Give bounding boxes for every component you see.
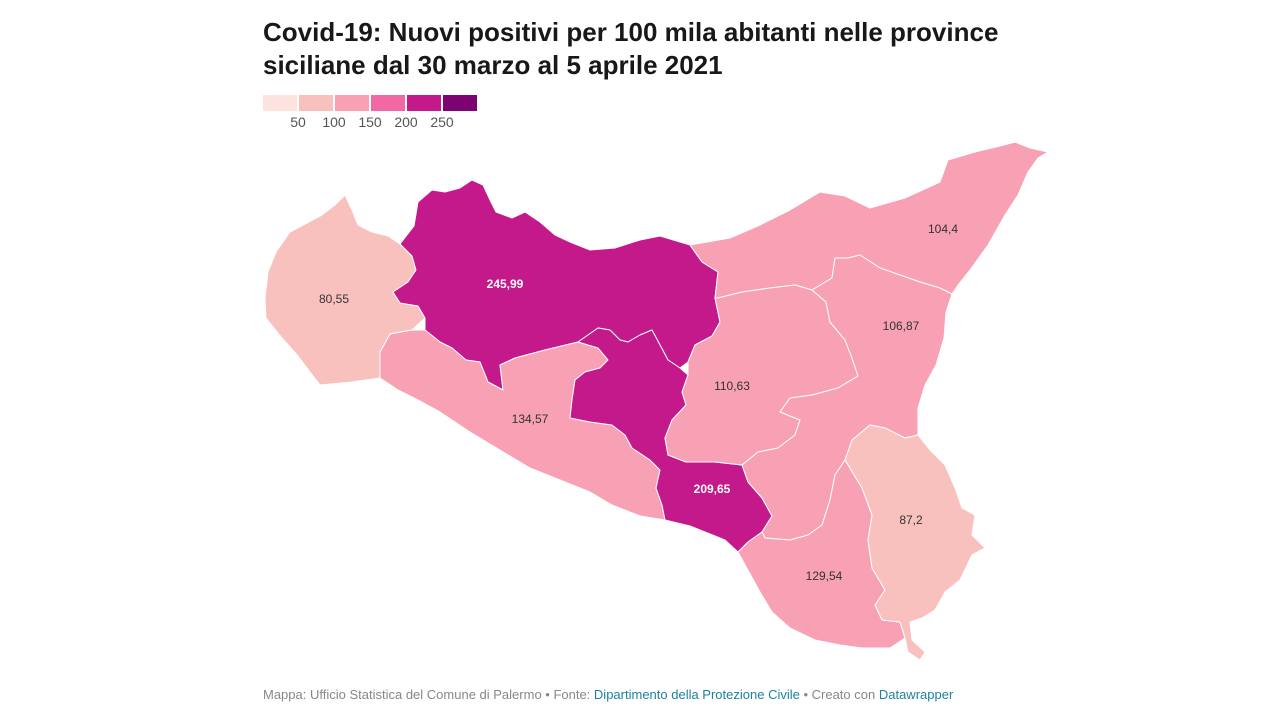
value-label-enna: 110,63 xyxy=(714,379,750,393)
value-label-agrigento: 134,57 xyxy=(512,412,549,426)
province-siracusa[interactable] xyxy=(844,424,986,661)
legend-tick: 100 xyxy=(322,114,346,130)
legend-swatch xyxy=(335,95,369,111)
legend-tick: 200 xyxy=(394,114,418,130)
legend-tick: 250 xyxy=(430,114,454,130)
value-label-trapani: 80,55 xyxy=(319,292,349,306)
datawrapper-link[interactable]: Datawrapper xyxy=(878,687,954,702)
legend-bar xyxy=(263,95,479,111)
value-label-siracusa: 87,2 xyxy=(899,513,923,527)
color-legend: 50 100 150 200 250 xyxy=(263,95,479,130)
legend-tick: 150 xyxy=(358,114,382,130)
chart-title: Covid-19: Nuovi positivi per 100 mila ab… xyxy=(263,17,999,80)
legend-swatch xyxy=(299,95,333,111)
footer-prefix: Mappa: Ufficio Statistica del Comune di … xyxy=(263,687,594,702)
legend-swatch xyxy=(263,95,297,111)
legend-swatch xyxy=(371,95,405,111)
value-label-messina: 104,4 xyxy=(928,222,958,236)
source-link[interactable]: Dipartimento della Protezione Civile xyxy=(593,687,800,702)
legend-tick: 50 xyxy=(290,114,306,130)
value-label-palermo: 245,99 xyxy=(487,277,524,291)
value-label-ragusa: 129,54 xyxy=(806,569,843,583)
value-label-caltanissetta: 209,65 xyxy=(694,482,731,496)
footer-middle: • Creato con xyxy=(799,687,879,702)
legend-swatch xyxy=(407,95,441,111)
legend-swatch xyxy=(443,95,477,111)
footer-credits: Mappa: Ufficio Statistica del Comune di … xyxy=(263,687,953,702)
value-label-catania: 106,87 xyxy=(883,319,920,333)
